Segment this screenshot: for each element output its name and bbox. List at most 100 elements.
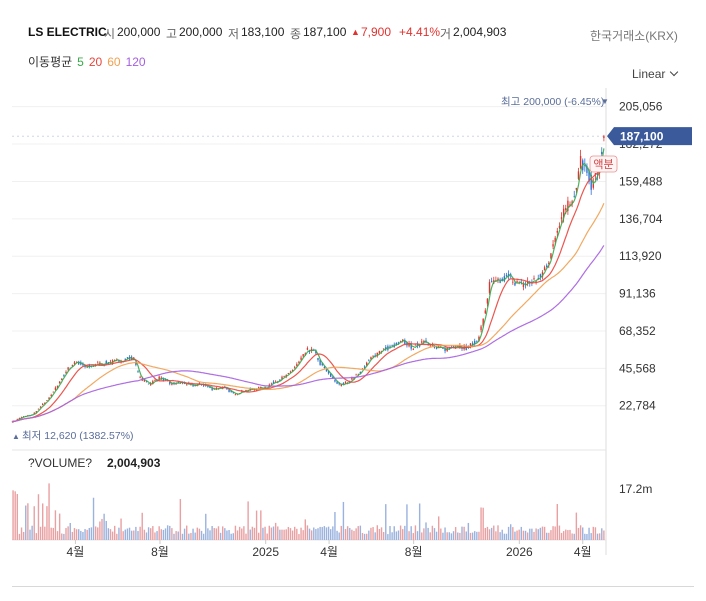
volume-bar xyxy=(336,530,338,540)
volume-bar xyxy=(27,503,29,540)
candle-body xyxy=(327,371,330,374)
volume-bar xyxy=(88,527,90,540)
candle-body xyxy=(52,391,54,393)
volume-bar xyxy=(20,527,23,540)
volume-bar xyxy=(310,530,313,540)
volume-bar xyxy=(54,510,57,540)
candle-body xyxy=(550,253,552,259)
volume-bar xyxy=(135,526,137,540)
axes: 205,056182,272159,488136,704113,92091,13… xyxy=(28,100,663,559)
volume-bar xyxy=(353,530,355,540)
volume-bar xyxy=(285,529,287,540)
candle-body xyxy=(75,361,78,363)
volume-bar xyxy=(418,503,421,540)
volume-bar xyxy=(586,534,588,540)
volume-bar xyxy=(194,532,196,540)
volume-bar xyxy=(84,529,86,540)
scale-label: Linear xyxy=(632,67,666,81)
bottom-divider xyxy=(12,586,694,587)
candle-body xyxy=(368,360,370,362)
candle-body xyxy=(171,383,173,385)
volume-bar xyxy=(94,526,97,540)
volume-bar xyxy=(423,528,425,540)
volume-bar xyxy=(158,526,160,540)
volume-bar xyxy=(391,532,393,540)
volume-bar xyxy=(291,530,294,540)
volume-bar xyxy=(471,532,474,540)
volume-bar xyxy=(300,527,302,540)
volume-bar xyxy=(442,532,444,540)
candle-body xyxy=(378,351,381,354)
ma20-line xyxy=(11,168,605,423)
candle-body xyxy=(490,280,493,283)
volume-bar xyxy=(427,527,429,540)
volume-bar xyxy=(139,526,141,540)
volume-bar xyxy=(366,533,368,540)
volume-bar xyxy=(474,531,476,540)
low-label: 저 xyxy=(228,27,240,41)
candle-body xyxy=(416,343,419,347)
x-tick-label: 8월 xyxy=(405,545,423,559)
volume-tick-label: 17.2m xyxy=(619,482,652,496)
x-tick-label: 2026 xyxy=(506,545,533,559)
scale-toggle-button[interactable]: Linear xyxy=(632,67,679,81)
ma60-line xyxy=(11,203,605,423)
candle-body xyxy=(126,357,129,359)
min-marker-icon: ▲ xyxy=(12,432,20,441)
volume-bar xyxy=(186,525,188,540)
y-tick-label: 113,920 xyxy=(619,249,662,263)
y-tick-label: 205,056 xyxy=(619,100,663,114)
candle-body xyxy=(50,394,52,396)
candle-body xyxy=(109,361,112,363)
candle-body xyxy=(603,136,605,139)
volume-bar xyxy=(363,533,366,540)
candle-body xyxy=(391,345,393,347)
candle-body xyxy=(486,298,489,304)
open-label: 시 xyxy=(104,27,116,41)
max-price-label: 최고 200,000 (-6.45%) xyxy=(501,96,604,108)
candle-body xyxy=(279,379,281,381)
volume-bar xyxy=(181,533,184,540)
volume-bar xyxy=(387,534,389,540)
change-percent: +4.41% xyxy=(399,25,441,39)
volume-bar xyxy=(465,531,467,540)
volume-bar xyxy=(520,526,522,540)
volume-bar xyxy=(454,527,457,540)
volume-bar xyxy=(480,507,482,540)
volume-bar xyxy=(63,533,65,540)
volume-bar xyxy=(516,530,518,540)
y-tick-label: 45,568 xyxy=(619,361,656,375)
volume-bar xyxy=(543,526,546,540)
candle-body xyxy=(289,371,292,373)
volume-bar xyxy=(351,529,353,540)
volume-bar xyxy=(412,533,414,540)
candle-body xyxy=(97,362,99,364)
volume-bar xyxy=(160,529,162,540)
y-tick-label: 91,136 xyxy=(619,287,656,301)
volume-bars xyxy=(12,483,605,540)
volume-bar xyxy=(397,530,400,540)
volume-bar xyxy=(294,526,296,540)
volume-bar xyxy=(410,526,412,540)
volume-bar xyxy=(289,528,292,540)
candle-body xyxy=(474,341,476,345)
candle-body xyxy=(304,353,306,356)
candle-body xyxy=(495,280,497,282)
candle-body xyxy=(319,359,321,365)
candle-body xyxy=(421,341,423,343)
volume-label: 거 xyxy=(440,27,452,41)
volume-bar xyxy=(467,522,470,540)
candle-body xyxy=(588,170,590,182)
candle-body xyxy=(556,230,558,233)
candle-body xyxy=(404,340,406,345)
candle-body xyxy=(177,381,179,383)
volume-bar xyxy=(16,494,18,540)
candle-body xyxy=(435,347,438,349)
ma5-line xyxy=(11,148,605,423)
volume-bar xyxy=(215,528,218,540)
volume-bar xyxy=(382,532,385,540)
volume-bar xyxy=(541,526,544,540)
volume-bar xyxy=(12,490,14,540)
volume-bar xyxy=(552,526,554,540)
